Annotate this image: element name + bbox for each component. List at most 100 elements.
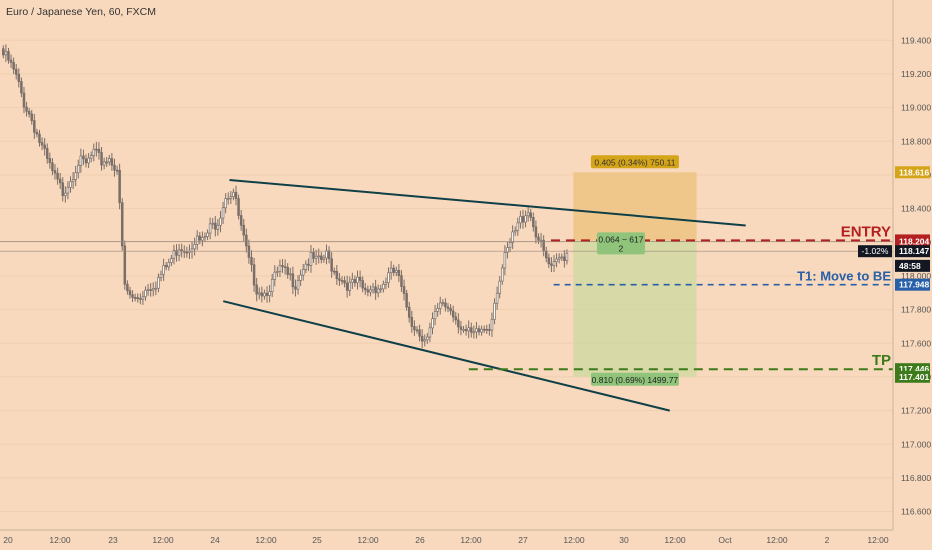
price-tick-label: 118.000 [901, 271, 931, 281]
candle-body [544, 250, 548, 259]
candle-body [154, 287, 158, 290]
price-tick-label: 119.200 [901, 69, 931, 79]
candle-body [7, 51, 10, 61]
candle-body [17, 73, 21, 82]
candle-body [291, 273, 295, 288]
candle-body [503, 252, 507, 269]
candle-body [508, 242, 512, 248]
candles [2, 44, 569, 349]
price-tag-label: 118.204 [899, 237, 930, 247]
candle-body [27, 110, 31, 115]
candle-body [364, 287, 367, 291]
candle-body [48, 158, 52, 164]
candle-body [84, 158, 88, 164]
candle-body [71, 179, 75, 183]
time-tick-label: 12:00 [460, 535, 482, 545]
candle-body [102, 161, 106, 166]
candle-body [428, 327, 432, 338]
candle-body [164, 265, 168, 268]
candle-body [464, 329, 468, 332]
lower-trendline[interactable] [223, 300, 670, 412]
candle-body [374, 286, 377, 294]
candle-body [431, 318, 434, 329]
candle-body [521, 216, 525, 223]
candle-body [108, 158, 111, 163]
price-tag-label: 48:58 [899, 261, 921, 271]
candle-body [139, 298, 142, 300]
candle-body [100, 152, 103, 166]
candle-body [214, 222, 217, 230]
candle-body [470, 327, 473, 333]
candle-body [177, 249, 181, 256]
risk-label: 0.405 (0.34%) 750.11 [594, 157, 675, 167]
candle-body [175, 250, 178, 256]
candle-body [170, 258, 173, 263]
candle-body [309, 252, 313, 266]
candle-body [211, 222, 214, 225]
candle-body [89, 155, 93, 159]
candle-body [12, 61, 15, 70]
time-tick-label: 25 [312, 535, 322, 545]
candle-body [358, 276, 362, 281]
candle-body [433, 310, 437, 320]
candle-body [144, 289, 147, 298]
candle-body [343, 280, 346, 284]
candle-body [38, 133, 41, 143]
candle-body [258, 292, 261, 295]
candle-body [193, 244, 196, 250]
candle-body [283, 266, 287, 268]
time-tick-label: 12:00 [49, 535, 71, 545]
candle-body [438, 302, 442, 309]
candle-body [467, 327, 470, 332]
upper-trendline[interactable] [229, 179, 746, 227]
candle-body [498, 280, 501, 294]
candle-body [221, 207, 225, 219]
candle-body [552, 261, 556, 266]
candle-body [340, 279, 344, 282]
candle-body [133, 297, 137, 299]
candle-body [95, 148, 98, 151]
candle-body [351, 279, 354, 283]
candle-body [198, 235, 202, 241]
candle-body [537, 236, 540, 241]
candle-body [506, 247, 509, 253]
time-tick-label: 12:00 [664, 535, 686, 545]
risk-zone [573, 172, 697, 241]
candle-body [22, 92, 26, 108]
candle-body [242, 224, 246, 236]
candle-body [353, 279, 357, 284]
candle-body [320, 255, 323, 260]
candle-body [226, 197, 230, 200]
candle-body [426, 336, 429, 341]
candle-body [278, 265, 282, 272]
change-badge [858, 245, 892, 258]
candle-body [379, 288, 383, 291]
price-tag-label: 117.446 [899, 364, 930, 374]
candle-body [281, 265, 284, 267]
candle-body [529, 212, 532, 218]
ratio-sub-label: 2 [619, 243, 624, 253]
target1-label: T1: Move to BE [797, 269, 891, 284]
candle-body [384, 282, 388, 285]
candle-body [185, 251, 189, 254]
candle-body [141, 296, 145, 300]
candle-body [157, 277, 160, 289]
price-tag [895, 235, 930, 248]
candle-body [159, 273, 163, 278]
candle-body [513, 230, 517, 233]
time-tick-label: 12:00 [357, 535, 379, 545]
candle-body [234, 191, 238, 199]
candle-body [413, 326, 416, 331]
price-axis-panel [893, 0, 932, 550]
candle-body [557, 257, 561, 260]
candle-body [338, 278, 341, 281]
candle-body [294, 286, 297, 290]
candle-body [560, 256, 564, 259]
time-tick-label: 12:00 [255, 535, 277, 545]
price-tag-label: 118.616 [899, 167, 930, 177]
candle-body [58, 178, 62, 184]
candle-body [532, 217, 535, 228]
candle-body [286, 266, 289, 275]
time-tick-label: 12:00 [563, 535, 585, 545]
